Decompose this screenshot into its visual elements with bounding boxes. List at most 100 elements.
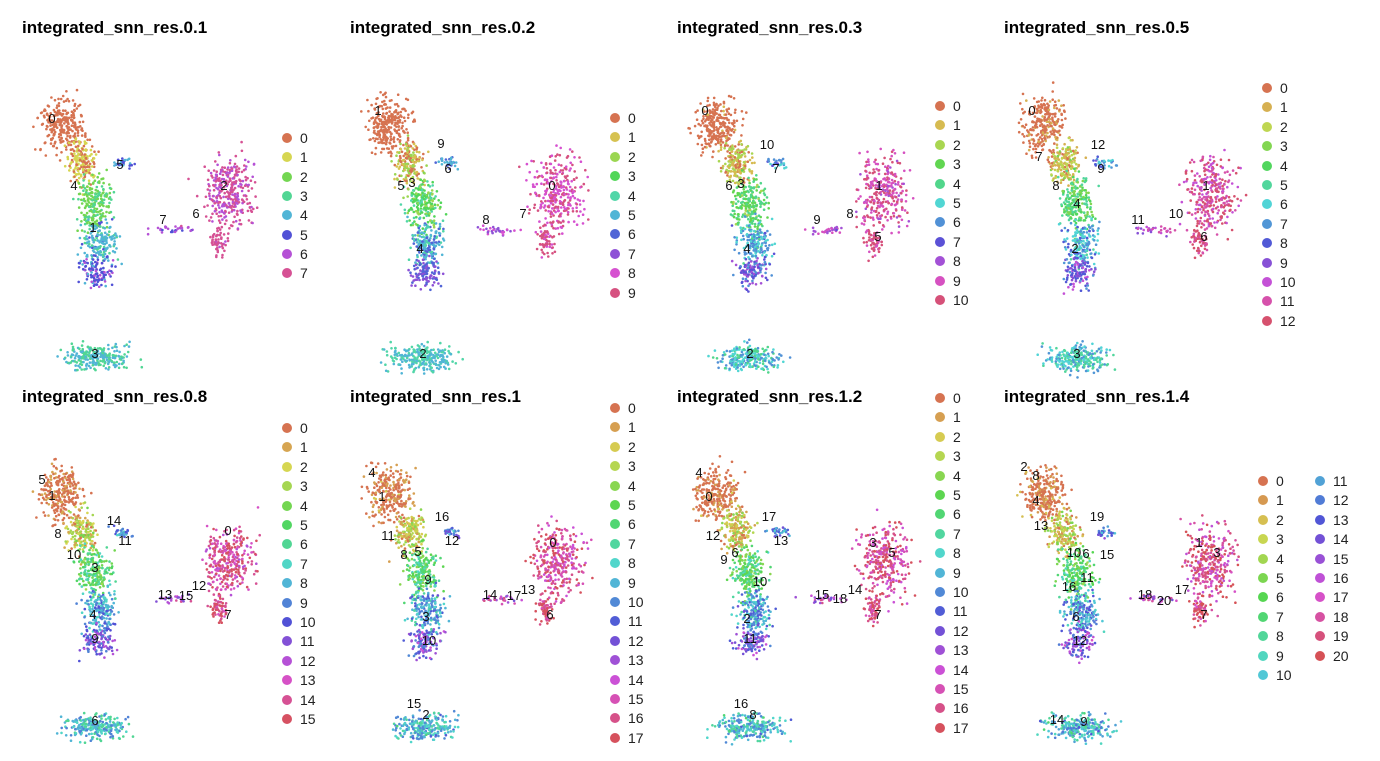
- cluster-label: 6: [444, 161, 451, 176]
- data-point: [557, 189, 561, 192]
- data-point: [406, 138, 410, 142]
- data-point: [756, 227, 759, 231]
- data-point: [236, 194, 240, 198]
- data-point: [873, 254, 877, 257]
- data-point: [501, 233, 505, 236]
- data-point: [414, 238, 418, 241]
- data-point: [890, 231, 893, 235]
- data-point: [433, 265, 436, 269]
- data-point: [81, 147, 84, 151]
- data-point: [770, 217, 774, 221]
- data-point: [748, 158, 752, 162]
- data-point: [85, 189, 88, 192]
- data-point: [567, 207, 570, 210]
- data-point: [525, 162, 529, 166]
- legend-swatch: [282, 171, 292, 182]
- data-point: [77, 197, 80, 201]
- data-point: [423, 178, 426, 182]
- data-point: [497, 226, 500, 230]
- data-point: [398, 363, 402, 367]
- data-point: [89, 357, 92, 361]
- data-point: [436, 266, 440, 269]
- data-point: [892, 214, 896, 218]
- data-point: [729, 354, 733, 358]
- data-point: [558, 170, 562, 174]
- data-point: [111, 259, 115, 262]
- data-point: [549, 162, 553, 166]
- data-point: [431, 180, 434, 184]
- data-point: [892, 191, 895, 195]
- data-point: [123, 158, 127, 162]
- data-point: [233, 186, 237, 190]
- data-point: [225, 206, 229, 209]
- data-point: [457, 350, 460, 354]
- data-point: [171, 230, 174, 234]
- data-point: [389, 154, 393, 158]
- data-point: [77, 266, 81, 269]
- data-point: [90, 353, 93, 357]
- data-point: [717, 113, 721, 117]
- data-point: [733, 124, 736, 128]
- data-point: [92, 279, 96, 282]
- data-point: [427, 350, 430, 354]
- data-point: [65, 132, 68, 135]
- data-point: [560, 181, 563, 184]
- data-point: [402, 143, 405, 147]
- data-point: [85, 255, 88, 258]
- data-point: [69, 179, 72, 183]
- data-point: [413, 220, 416, 223]
- data-point: [416, 231, 420, 234]
- data-point: [389, 142, 392, 145]
- data-point: [367, 109, 370, 113]
- data-point: [396, 138, 400, 141]
- data-point: [431, 184, 434, 187]
- data-point: [225, 219, 228, 222]
- data-point: [108, 191, 112, 195]
- data-point: [245, 165, 248, 168]
- data-point: [441, 351, 445, 354]
- data-point: [448, 345, 451, 348]
- data-point: [538, 242, 542, 246]
- data-point: [108, 273, 111, 276]
- data-point: [576, 198, 580, 201]
- data-point: [92, 250, 96, 254]
- data-point: [724, 113, 728, 116]
- data-point: [751, 275, 754, 279]
- data-point: [108, 251, 111, 255]
- data-point: [91, 258, 95, 261]
- data-point: [441, 272, 445, 276]
- cluster-label: 7: [159, 212, 166, 227]
- data-point: [223, 191, 226, 195]
- data-point: [748, 168, 751, 171]
- data-point: [421, 183, 424, 186]
- data-point: [742, 348, 746, 351]
- data-point: [407, 188, 410, 191]
- data-point: [741, 124, 744, 127]
- data-point: [45, 127, 48, 131]
- data-point: [434, 252, 437, 256]
- data-point: [762, 198, 766, 202]
- data-point: [408, 358, 411, 362]
- data-point: [445, 355, 449, 358]
- data-point: [429, 197, 432, 200]
- data-point: [397, 125, 400, 128]
- data-point: [420, 231, 424, 234]
- data-point: [78, 142, 81, 145]
- data-point: [86, 198, 90, 201]
- data-point: [229, 190, 233, 194]
- data-point: [128, 167, 131, 170]
- data-point: [884, 215, 887, 219]
- data-point: [71, 148, 74, 151]
- data-point: [770, 243, 774, 247]
- data-point: [64, 99, 68, 103]
- data-point: [83, 140, 87, 143]
- data-point: [382, 112, 385, 115]
- data-point: [80, 202, 84, 205]
- data-point: [883, 177, 886, 180]
- data-point: [240, 189, 244, 193]
- cluster-label: 0: [701, 103, 708, 118]
- data-point: [896, 183, 900, 186]
- data-point: [58, 118, 62, 121]
- data-point: [548, 245, 551, 249]
- data-point: [368, 119, 371, 123]
